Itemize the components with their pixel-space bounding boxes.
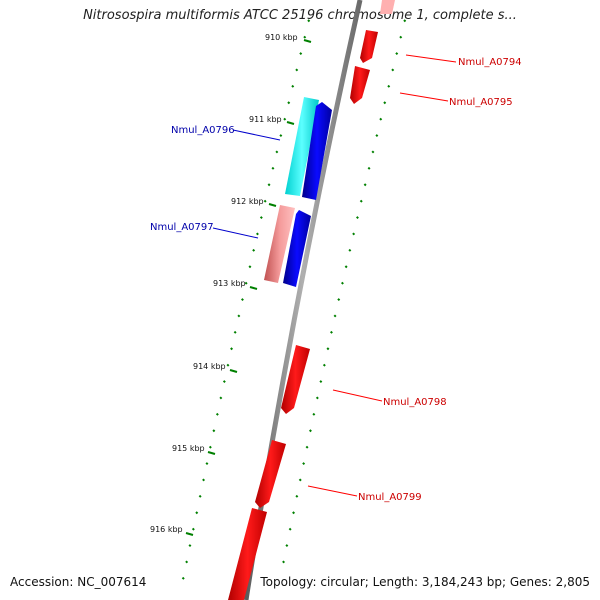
gene-nmul-a0796[interactable] xyxy=(285,97,332,200)
gene-label-nmul-a0797[interactable]: Nmul_A0797 xyxy=(150,222,214,233)
tick-dot xyxy=(233,330,237,334)
label-leaders xyxy=(212,54,457,497)
tick-dot xyxy=(279,134,283,138)
tick-dot xyxy=(387,84,391,88)
gene-nmul-a0798[interactable] xyxy=(281,345,310,414)
tick-dot xyxy=(267,183,271,187)
tick-dot xyxy=(244,281,248,285)
tick-dot xyxy=(205,462,209,466)
tick-dot xyxy=(379,117,383,121)
tick-dot xyxy=(288,527,292,531)
tick-dot xyxy=(312,412,316,416)
tick-dot xyxy=(237,314,241,318)
tick-dot xyxy=(195,511,199,515)
tick-dot xyxy=(308,429,312,433)
tick-dot xyxy=(375,134,379,138)
chromosome-backbone xyxy=(243,0,363,600)
tick-dot xyxy=(222,380,226,384)
tick-dot xyxy=(248,265,252,269)
tick-dot xyxy=(240,298,244,302)
tick-dot xyxy=(215,412,219,416)
inner-tick-ring xyxy=(181,19,311,580)
tick-dot xyxy=(333,314,337,318)
tick-dot xyxy=(383,101,387,105)
tick-dot xyxy=(230,347,234,351)
tick-dot xyxy=(283,117,287,121)
tick-dot xyxy=(352,232,356,236)
tick-dot xyxy=(263,199,267,203)
tick-dot xyxy=(403,19,407,23)
gene-partial-bottom[interactable] xyxy=(228,508,267,600)
gene-label-nmul-a0798[interactable]: Nmul_A0798 xyxy=(383,397,447,408)
tick-dot xyxy=(212,429,216,433)
tick-dot xyxy=(287,101,291,105)
gene-label-nmul-a0796[interactable]: Nmul_A0796 xyxy=(171,125,235,136)
tick-dot xyxy=(359,199,363,203)
tick-dot xyxy=(322,363,326,367)
tick-label: 916 kbp xyxy=(150,525,183,534)
tick-label: 912 kbp xyxy=(231,197,264,206)
tick-dot xyxy=(285,544,289,548)
topology-summary: Topology: circular; Length: 3,184,243 bp… xyxy=(260,575,590,589)
tick-label: 911 kbp xyxy=(249,115,282,124)
tick-dot xyxy=(202,478,206,482)
tick-dot xyxy=(252,248,256,252)
tick-dot xyxy=(191,527,195,531)
tick-dot xyxy=(340,281,344,285)
gene-label-nmul-a0794[interactable]: Nmul_A0794 xyxy=(458,57,522,68)
tick-dot xyxy=(292,511,296,515)
tick-dot xyxy=(319,380,323,384)
tick-dot xyxy=(303,35,307,39)
tick-dot xyxy=(344,265,348,269)
tick-dot xyxy=(355,216,359,220)
tick-dot xyxy=(275,150,279,154)
tick-dot xyxy=(348,248,352,252)
tick-dot xyxy=(315,396,319,400)
tick-dot xyxy=(399,35,403,39)
tick-label: 910 kbp xyxy=(265,33,298,42)
map-title: Nitrosospira multiformis ATCC 25196 chro… xyxy=(83,8,517,23)
tick-dot xyxy=(302,462,306,466)
tick-dot xyxy=(367,166,371,170)
tick-label: 913 kbp xyxy=(213,279,246,288)
tick-dot xyxy=(305,445,309,449)
tick-dot xyxy=(337,298,341,302)
tick-dot xyxy=(295,494,299,498)
tick-dot xyxy=(307,19,311,23)
tick-dot xyxy=(298,478,302,482)
tick-dot xyxy=(395,52,399,56)
accession-text: Accession: NC_007614 xyxy=(10,575,147,589)
tick-label: 915 kbp xyxy=(172,444,205,453)
tick-dot xyxy=(208,445,212,449)
tick-dot xyxy=(185,560,189,564)
gene-nmul-a0794[interactable] xyxy=(360,0,395,63)
tick-dot xyxy=(198,494,202,498)
tick-dot xyxy=(329,330,333,334)
tick-dot xyxy=(299,52,303,56)
outer-tick-ring xyxy=(282,19,407,564)
tick-dot xyxy=(363,183,367,187)
tick-dot xyxy=(295,68,299,72)
scale-labels: 910 kbp 911 kbp 912 kbp 913 kbp 914 kbp … xyxy=(150,33,298,534)
gene-nmul-a0795[interactable] xyxy=(350,66,370,104)
gene-nmul-a0799[interactable] xyxy=(255,440,286,508)
gene-nmul-a0797[interactable] xyxy=(264,205,311,287)
tick-dot xyxy=(326,347,330,351)
tick-dot xyxy=(371,150,375,154)
tick-dot xyxy=(391,68,395,72)
tick-dot xyxy=(188,544,192,548)
tick-dot xyxy=(291,84,295,88)
tick-dot xyxy=(282,560,286,564)
tick-dot xyxy=(226,363,230,367)
tick-label: 914 kbp xyxy=(193,362,226,371)
gene-label-nmul-a0795[interactable]: Nmul_A0795 xyxy=(449,97,513,108)
tick-dot xyxy=(271,166,275,170)
tick-dot xyxy=(259,216,263,220)
tick-dot xyxy=(255,232,259,236)
gene-label-nmul-a0799[interactable]: Nmul_A0799 xyxy=(358,492,422,503)
tick-dot xyxy=(219,396,223,400)
tick-dot xyxy=(181,576,185,580)
major-ticks xyxy=(185,39,312,536)
